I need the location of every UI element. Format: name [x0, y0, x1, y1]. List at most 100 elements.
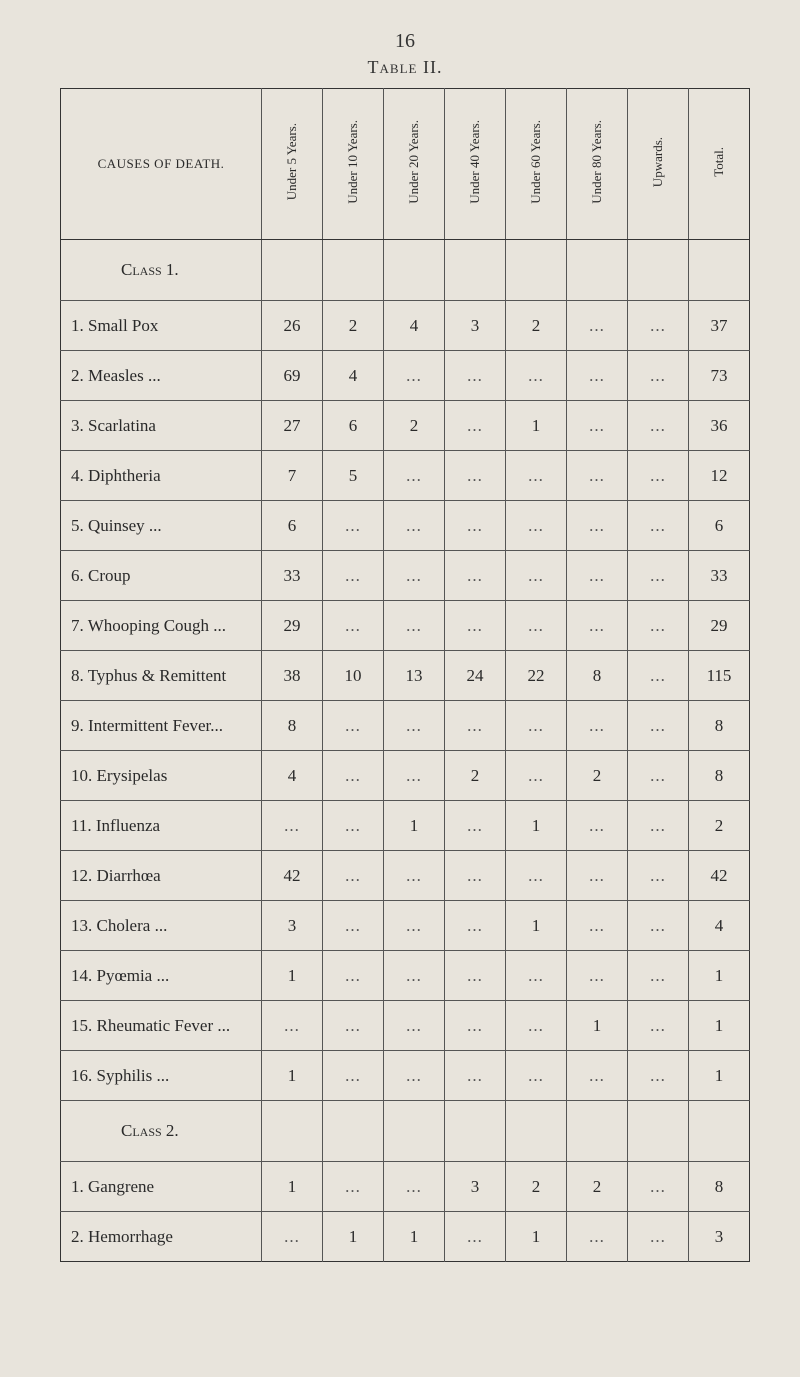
- cell-total: 33: [689, 551, 750, 601]
- cell-value: 4: [323, 351, 384, 401]
- cell-value: ...: [262, 801, 323, 851]
- cell-value: ...: [445, 351, 506, 401]
- cell-value: ...: [262, 1001, 323, 1051]
- table-header-row: CAUSES OF DEATH. Under 5 Years. Under 10…: [61, 89, 750, 240]
- cell-value: ...: [567, 951, 628, 1001]
- cell-value: ...: [384, 601, 445, 651]
- cause-label: 12. Diarrhœa: [61, 851, 262, 901]
- cell-value: 1: [506, 401, 567, 451]
- table-row: 4. Diphtheria 7 5 ... ... ... ... ... 12: [61, 451, 750, 501]
- cell-total: 8: [689, 751, 750, 801]
- col-header-total: Total.: [689, 89, 750, 240]
- cell-value: ...: [323, 551, 384, 601]
- cell-value: ...: [323, 701, 384, 751]
- table-row: 16. Syphilis ... 1 ... ... ... ... ... .…: [61, 1051, 750, 1101]
- cause-label: 2. Hemorrhage: [61, 1212, 262, 1262]
- cell-value: 6: [323, 401, 384, 451]
- cause-label: 3. Scarlatina: [61, 401, 262, 451]
- cell-value: ...: [567, 451, 628, 501]
- cell-value: ...: [628, 1051, 689, 1101]
- cell-total: 73: [689, 351, 750, 401]
- cell-value: ...: [567, 801, 628, 851]
- cell-total: 115: [689, 651, 750, 701]
- cell-value: ...: [445, 901, 506, 951]
- cause-label: 14. Pyœmia ...: [61, 951, 262, 1001]
- cell-value: ...: [628, 401, 689, 451]
- cell-value: 69: [262, 351, 323, 401]
- cell-value: ...: [567, 701, 628, 751]
- table-row: 5. Quinsey ... 6 ... ... ... ... ... ...…: [61, 501, 750, 551]
- cell-value: ...: [506, 1051, 567, 1101]
- col-header-under-5: Under 5 Years.: [262, 89, 323, 240]
- cell-value: 3: [262, 901, 323, 951]
- class-label: Class 2.: [61, 1101, 262, 1162]
- cell-value: 27: [262, 401, 323, 451]
- cell-value: ...: [384, 1001, 445, 1051]
- col-header-under-20: Under 20 Years.: [384, 89, 445, 240]
- cell-total: 42: [689, 851, 750, 901]
- table-body: Class 1. 1. Small Pox 26 2 4 3 2 ... ...…: [61, 240, 750, 1262]
- col-header-upwards: Upwards.: [628, 89, 689, 240]
- cell-value: 3: [445, 301, 506, 351]
- cell-value: ...: [445, 1001, 506, 1051]
- cell-value: ...: [445, 551, 506, 601]
- cell-value: 1: [262, 1051, 323, 1101]
- cell-value: 29: [262, 601, 323, 651]
- table-row: 8. Typhus & Remittent 38 10 13 24 22 8 .…: [61, 651, 750, 701]
- cell-value: 22: [506, 651, 567, 701]
- cell-total: 37: [689, 301, 750, 351]
- cell-value: ...: [384, 1051, 445, 1101]
- page-number: 16: [60, 30, 750, 53]
- cell-value: 13: [384, 651, 445, 701]
- cell-value: ...: [628, 701, 689, 751]
- cell-value: ...: [628, 1162, 689, 1212]
- table-row: 2. Hemorrhage ... 1 1 ... 1 ... ... 3: [61, 1212, 750, 1262]
- table-row: 9. Intermittent Fever... 8 ... ... ... .…: [61, 701, 750, 751]
- table-row: 7. Whooping Cough ... 29 ... ... ... ...…: [61, 601, 750, 651]
- cell-value: ...: [567, 401, 628, 451]
- cell-value: ...: [384, 751, 445, 801]
- cell-value: ...: [628, 351, 689, 401]
- cell-value: ...: [384, 451, 445, 501]
- cell-value: 2: [323, 301, 384, 351]
- cell-value: 42: [262, 851, 323, 901]
- cell-value: ...: [323, 851, 384, 901]
- table-row: 15. Rheumatic Fever ... ... ... ... ... …: [61, 1001, 750, 1051]
- cell-value: ...: [567, 501, 628, 551]
- cell-value: ...: [506, 601, 567, 651]
- cause-label: 9. Intermittent Fever...: [61, 701, 262, 751]
- cell-total: 2: [689, 801, 750, 851]
- cell-value: 4: [262, 751, 323, 801]
- cell-value: 4: [384, 301, 445, 351]
- cell-value: ...: [628, 451, 689, 501]
- col-header-under-80: Under 80 Years.: [567, 89, 628, 240]
- class-heading-row: Class 1.: [61, 240, 750, 301]
- cell-value: ...: [628, 801, 689, 851]
- cell-value: ...: [323, 1051, 384, 1101]
- cell-value: ...: [384, 851, 445, 901]
- cell-value: 1: [384, 1212, 445, 1262]
- cell-value: 1: [262, 1162, 323, 1212]
- table-row: 13. Cholera ... 3 ... ... ... 1 ... ... …: [61, 901, 750, 951]
- cell-total: 12: [689, 451, 750, 501]
- cell-value: ...: [445, 701, 506, 751]
- col-header-under-60: Under 60 Years.: [506, 89, 567, 240]
- cell-value: 1: [506, 801, 567, 851]
- table-row: 12. Diarrhœa 42 ... ... ... ... ... ... …: [61, 851, 750, 901]
- document-page: 16 Table II. CAUSES OF DEATH. Under 5 Ye…: [0, 0, 800, 1377]
- cell-value: ...: [445, 501, 506, 551]
- table-title: Table II.: [60, 57, 750, 78]
- cell-value: 10: [323, 651, 384, 701]
- table-row: 3. Scarlatina 27 6 2 ... 1 ... ... 36: [61, 401, 750, 451]
- class-label: Class 1.: [61, 240, 262, 301]
- cell-value: ...: [445, 401, 506, 451]
- cell-value: ...: [445, 1212, 506, 1262]
- cell-value: ...: [567, 351, 628, 401]
- cell-value: ...: [628, 1001, 689, 1051]
- cell-value: 7: [262, 451, 323, 501]
- cell-total: 1: [689, 951, 750, 1001]
- cell-value: 1: [506, 1212, 567, 1262]
- cell-value: ...: [323, 951, 384, 1001]
- cell-value: ...: [506, 851, 567, 901]
- cell-value: 1: [567, 1001, 628, 1051]
